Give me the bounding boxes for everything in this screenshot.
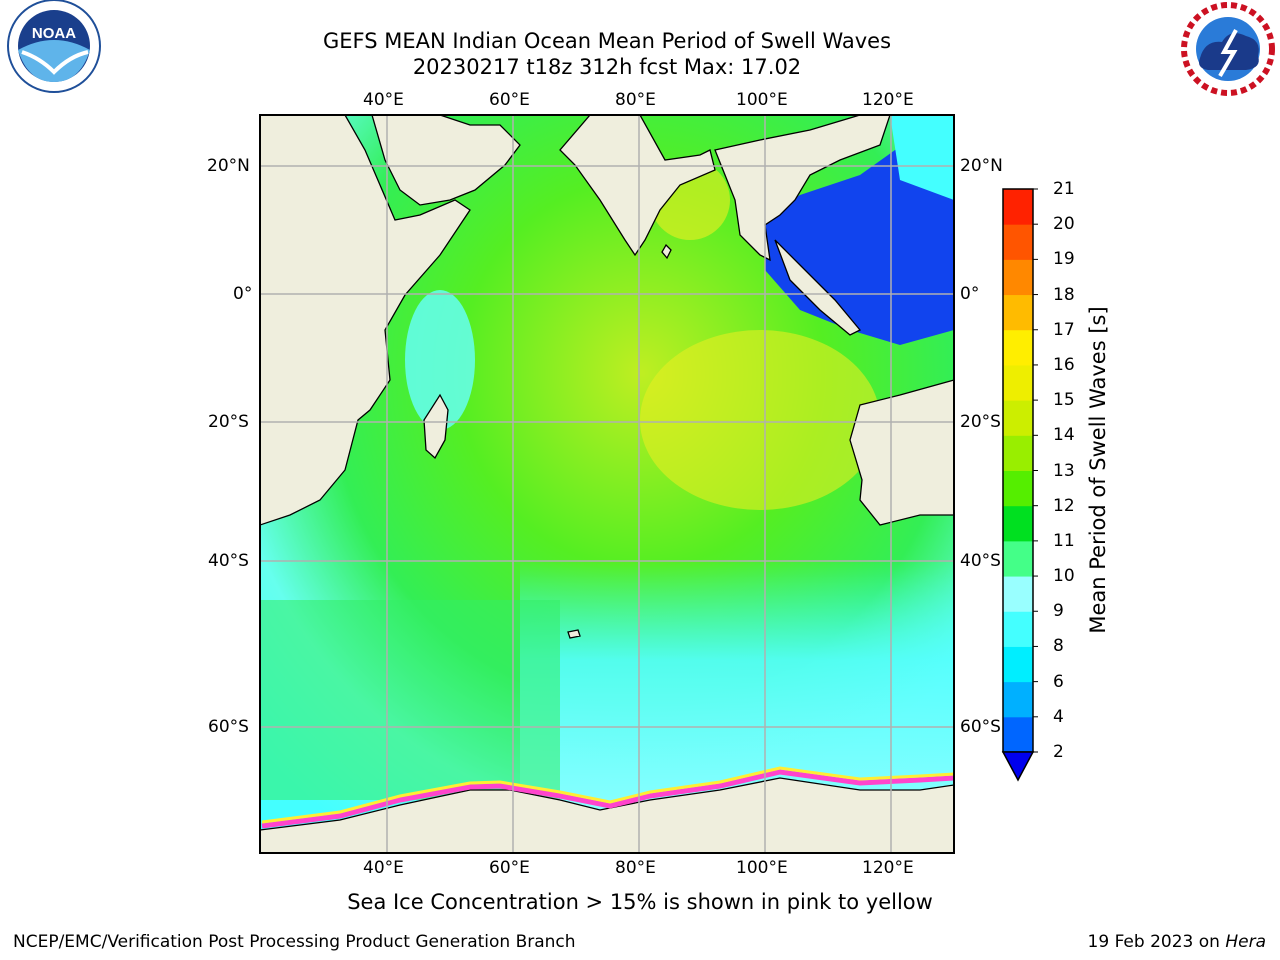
colorbar-label: 13 [1053, 460, 1075, 481]
colorbar-label: 6 [1053, 671, 1064, 692]
colorbar-segment [1003, 294, 1033, 331]
lat-label-right-40S: 40°S [960, 551, 1001, 571]
colorbar-segment [1003, 189, 1033, 225]
date-text: 19 Feb 2023 on Hera [1088, 932, 1266, 952]
lon-label-top-40E: 40°E [363, 90, 404, 110]
lat-label-left-60S: 60°S [208, 717, 249, 737]
lon-label-bottom-100E: 100°E [736, 858, 788, 878]
lat-label-left-20N: 20°N [207, 156, 250, 176]
noaa-logo-text: NOAA [32, 25, 76, 42]
colorbar-label: 19 [1053, 249, 1075, 270]
lon-label-bottom-120E: 120°E [862, 858, 914, 878]
lat-label-right-20S: 20°S [960, 412, 1001, 432]
colorbar-label: 4 [1053, 706, 1064, 727]
lon-label-top-100E: 100°E [736, 90, 788, 110]
map-frame [259, 114, 955, 854]
colorbar-segment [1003, 646, 1033, 683]
graticule [260, 115, 954, 853]
colorbar-title: Mean Period of Swell Waves [s] [1086, 306, 1110, 634]
sea-ice-edge [261, 769, 954, 829]
south-swell-field [520, 560, 954, 810]
host-name: Hera [1225, 932, 1266, 952]
credit-text: NCEP/EMC/Verification Post Processing Pr… [13, 932, 576, 952]
colorbar-label: 17 [1053, 319, 1075, 340]
colorbar-label: 18 [1053, 284, 1075, 305]
mozambique-channel-region [405, 290, 475, 430]
lat-label-right-60S: 60°S [960, 717, 1001, 737]
colorbar-segment [1003, 400, 1033, 436]
colorbar-segment [1003, 259, 1033, 296]
colorbar-label: 11 [1053, 530, 1075, 551]
southwest-swell-field [260, 600, 560, 800]
nws-logo [1180, 1, 1276, 97]
colorbar [1001, 188, 1038, 782]
date-value: 19 Feb 2023 on [1087, 932, 1226, 952]
colorbar-segment [1003, 435, 1033, 471]
colorbar-segment [1003, 224, 1033, 260]
colorbar-label: 10 [1053, 566, 1075, 587]
colorbar-label: 21 [1053, 179, 1075, 199]
colorbar-label: 16 [1053, 354, 1075, 375]
lon-label-top-60E: 60°E [489, 90, 530, 110]
high-period-region [640, 330, 880, 510]
lat-label-left-0: 0° [233, 284, 253, 304]
colorbar-label: 9 [1053, 601, 1064, 622]
noaa-logo: NOAA [7, 0, 101, 93]
pacific-edge [890, 115, 954, 200]
lon-label-bottom-40E: 40°E [363, 858, 404, 878]
lon-label-bottom-80E: 80°E [615, 858, 656, 878]
colorbar-label: 20 [1053, 214, 1075, 235]
colorbar-segment [1003, 681, 1033, 718]
colorbar-segment [1003, 576, 1033, 612]
chart-title: GEFS MEAN Indian Ocean Mean Period of Sw… [322, 29, 892, 53]
colorbar-extend-arrow [1001, 751, 1035, 782]
chart-subtitle: 20230217 t18z 312h fcst Max: 17.02 [412, 55, 802, 79]
colorbar-segment [1003, 470, 1033, 507]
lat-label-left-20S: 20°S [208, 412, 249, 432]
colorbar-label: 15 [1053, 390, 1075, 411]
sea-ice-note: Sea Ice Concentration > 15% is shown in … [347, 890, 933, 914]
colorbar-label: 12 [1053, 495, 1075, 516]
colorbar-label: 8 [1053, 636, 1064, 657]
colorbar-segment [1003, 611, 1033, 647]
lon-label-bottom-60E: 60°E [489, 858, 530, 878]
lat-label-right-0: 0° [960, 284, 980, 304]
colorbar-segment [1003, 329, 1033, 366]
lat-label-right-20N: 20°N [960, 156, 1003, 176]
colorbar-label: 14 [1053, 425, 1075, 446]
lon-label-top-80E: 80°E [615, 90, 656, 110]
colorbar-segment [1003, 364, 1033, 401]
colorbar-segment [1003, 505, 1033, 542]
sea-ice-edge-outer [261, 766, 954, 824]
colorbar-segment [1003, 716, 1033, 753]
colorbar-segment [1003, 540, 1033, 577]
colorbar-label: 2 [1053, 742, 1064, 762]
lat-label-left-40S: 40°S [208, 551, 249, 571]
lon-label-top-120E: 120°E [862, 90, 914, 110]
